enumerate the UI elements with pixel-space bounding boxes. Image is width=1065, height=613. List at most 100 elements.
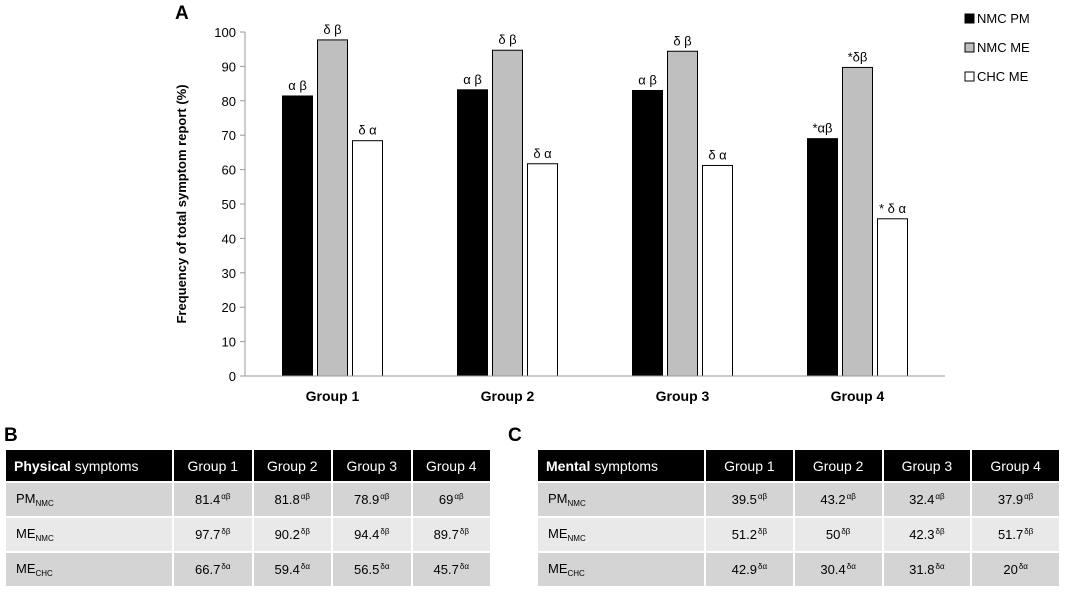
panel-label-b: B [4,425,18,446]
mental-symptoms-table: Mental symptoms Group 1 Group 2 Group 3 … [536,448,1061,588]
y-tick-label: 50 [222,197,236,212]
table-header-row: Physical symptoms Group 1 Group 2 Group … [6,450,490,481]
cell-significance: δβ [380,527,390,536]
row-label-subscript: NMC [35,499,54,508]
legend-label: CHC ME [977,69,1029,84]
cell-value: 69 [438,492,454,507]
y-tick-label: 80 [222,94,236,109]
cell-significance: δα [300,562,310,571]
y-tick-label: 10 [222,335,236,350]
legend-swatch [964,13,975,24]
bar [842,66,873,377]
cell-value: 31.8 [909,562,935,577]
cell-significance: αβ [1024,492,1034,501]
cell-significance: δα [459,562,469,571]
column-header: Group 1 [706,450,793,481]
bar [457,89,488,377]
physical-symptoms-table: Physical symptoms Group 1 Group 2 Group … [4,448,492,588]
x-tick-label: Group 4 [831,388,885,404]
bar-annotation: α β [288,78,307,93]
panel-label-c: C [508,425,522,446]
table-cell: 90.2δβ [253,518,331,551]
bar [877,218,908,377]
cell-value: 43.2 [820,492,846,507]
bar [632,89,663,377]
y-tick-label: 40 [222,231,236,246]
bar-chart: A Frequency of total symptom report (%) … [174,3,1030,404]
cell-value: 97.7 [195,527,221,542]
cell-significance: δβ [758,527,768,536]
legend-swatch [964,71,975,82]
legend-label: NMC PM [977,11,1030,26]
y-tick-label: 20 [222,300,236,315]
table-cell: 81.8αβ [253,483,331,516]
x-tick-label: Group 1 [306,388,360,404]
bar-annotation: δ α [358,123,377,138]
table-cell: 39.5αβ [706,483,793,516]
row-label: PMNMC [6,483,172,516]
cell-significance: δβ [221,527,231,536]
y-axis: 0 10 20 30 40 50 60 70 80 90 100 [214,25,246,384]
column-header: Group 3 [883,450,971,481]
bar-annotation: * δ α [879,201,907,216]
cell-significance: δα [757,562,768,571]
table-cell: 51.2δβ [706,518,793,551]
cell-value: 32.4 [909,492,935,507]
y-tick-label: 0 [229,369,236,384]
cell-value: 81.4 [194,492,221,507]
row-label-base: ME [16,526,36,541]
row-label: PMNMC [538,483,704,516]
panel-label-a: A [175,3,189,24]
cell-value: 94.4 [354,527,380,542]
table-cell: 81.4αβ [174,483,252,516]
bar [702,164,733,377]
table-cell: 31.8δα [883,553,971,586]
table-cell: 42.9δα [706,553,793,586]
bar-annotation: *αβ [812,121,832,136]
bar-annotation: δ β [498,32,516,47]
row-label-base: ME [548,526,568,541]
y-axis-title: Frequency of total symptom report (%) [174,84,189,323]
row-label-subscript: NMC [567,534,586,543]
table-cell: 30.4δα [794,553,882,586]
row-label: MECHC [538,553,704,586]
row-label-subscript: CHC [35,569,53,578]
cell-value: 50 [825,527,841,542]
cell-significance: δα [380,562,390,571]
bar [492,49,523,377]
table-cell: 32.4αβ [883,483,971,516]
cell-value: 37.9 [997,492,1024,507]
table-cell: 94.4δβ [333,518,411,551]
row-label-base: PM [548,491,568,506]
cell-significance: δβ [1024,527,1034,536]
cell-value: 78.9 [353,492,380,507]
table-header-row: Mental symptoms Group 1 Group 2 Group 3 … [538,450,1059,481]
x-tick-label: Group 3 [656,388,710,404]
cell-value: 89.7 [433,527,459,542]
row-label-subscript: NMC [567,499,586,508]
column-header: Group 4 [972,450,1059,481]
table-row: PMNMC 81.4αβ 81.8αβ 78.9αβ 69αβ [6,483,490,516]
table-row: MECHC 66.7δα 59.4δα 56.5δα 45.7δα [6,553,490,586]
cell-significance: δα [935,562,945,571]
bar [667,50,698,377]
cell-value: 45.7 [433,562,459,577]
bar [352,140,383,377]
table-cell: 59.4δα [253,553,331,586]
table-cell: 45.7δα [412,553,490,586]
cell-value: 66.7 [195,562,221,577]
row-label-base: ME [16,561,36,576]
cell-value: 56.5 [354,562,380,577]
table-title-cell: Physical symptoms [6,450,172,481]
cell-significance: αβ [454,492,464,501]
y-tick-label: 100 [214,25,236,40]
cell-significance: αβ [935,492,945,501]
cell-value: 42.9 [731,562,757,577]
bar [282,95,313,377]
column-header: Group 2 [253,450,331,481]
table-cell: 97.7δβ [174,518,252,551]
table-row: MENMC 97.7δβ 90.2δβ 94.4δβ 89.7δβ [6,518,490,551]
row-label-subscript: NMC [35,534,54,543]
y-tick-label: 60 [222,163,236,178]
cell-value: 20 [1003,562,1018,577]
